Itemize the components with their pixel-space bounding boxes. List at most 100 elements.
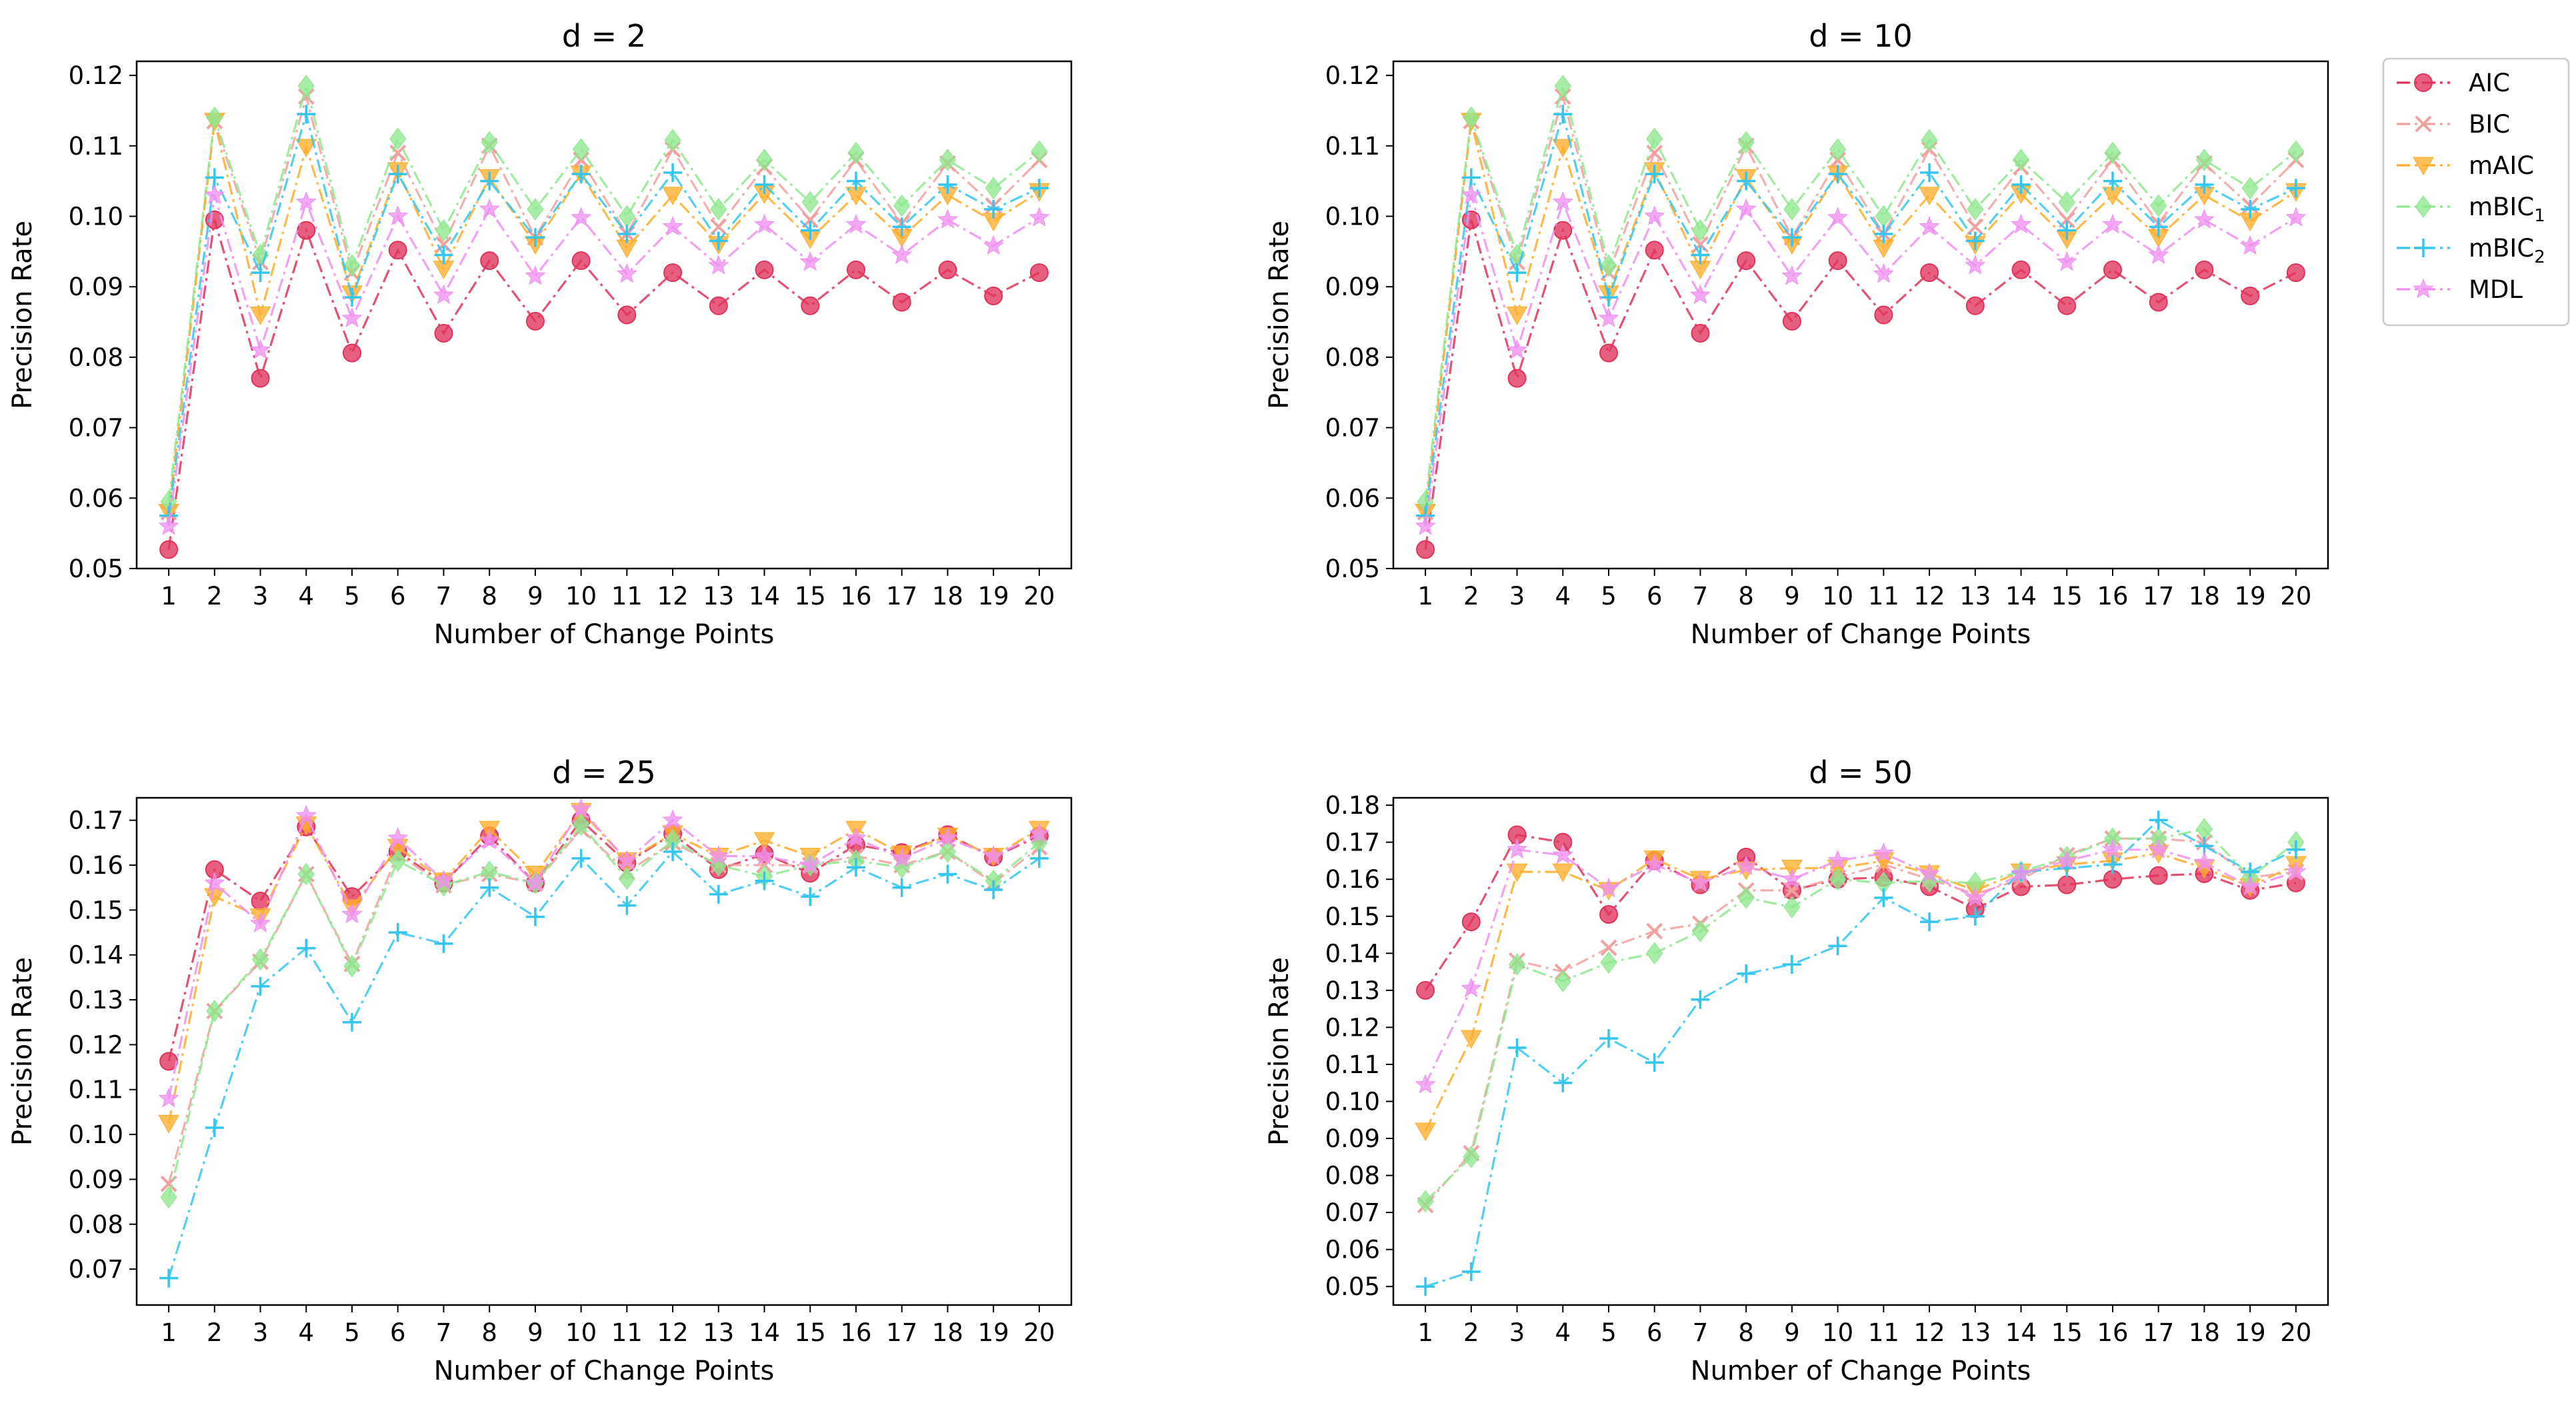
data-point-AIC: [1645, 241, 1664, 260]
data-point-mBIC2: [1874, 224, 1893, 243]
data-point-MDL: [1507, 838, 1528, 859]
data-point-mBIC2: [205, 168, 224, 187]
data-point-mBIC1: [1463, 1145, 1480, 1168]
y-tick-label: 0.12: [69, 61, 123, 90]
series-BIC: [1417, 830, 2305, 1214]
x-tick-label: 12: [657, 1318, 689, 1347]
data-point-mBIC2: [1874, 888, 1893, 907]
data-point-MDL: [708, 845, 729, 865]
data-point-mBIC2: [1599, 288, 1619, 307]
data-point-mBIC2: [2103, 854, 2122, 874]
data-point-AIC: [2011, 260, 2031, 279]
data-point-mBIC2: [663, 842, 683, 861]
x-tick-label: 19: [978, 582, 1009, 611]
series-mAIC: [1415, 113, 2307, 523]
x-tick-label: 2: [207, 582, 223, 611]
x-tick-label: 17: [2143, 582, 2174, 611]
y-tick-label: 0.06: [69, 484, 123, 513]
series-MDL: [158, 184, 1050, 535]
data-point-mBIC1: [573, 138, 590, 161]
legend-entry-MDL: MDL: [2397, 275, 2523, 304]
data-point-mBIC2: [480, 878, 499, 897]
data-point-mBIC1: [755, 149, 773, 171]
y-tick-label: 0.07: [1325, 1198, 1380, 1227]
data-point-mBIC1: [573, 813, 590, 836]
x-tick-label: 5: [1601, 582, 1617, 611]
data-point-AIC: [709, 296, 728, 315]
x-tick-label: 19: [2235, 582, 2266, 611]
data-point-MDL: [433, 284, 454, 305]
x-tick-label: 20: [1023, 582, 1055, 611]
y-tick-label: 0.11: [69, 132, 123, 161]
data-point-mBIC1: [1829, 868, 1847, 891]
series-MDL: [1415, 838, 2307, 1094]
x-tick-label: 18: [2189, 1318, 2220, 1347]
series-line-mAIC: [1424, 121, 2297, 513]
data-point-AIC: [1920, 263, 1939, 283]
data-point-mBIC2: [755, 175, 774, 194]
y-tick-label: 0.17: [1325, 828, 1380, 857]
y-tick-label: 0.10: [69, 203, 123, 231]
series-line-BIC: [1424, 837, 2297, 1206]
data-point-mBIC2: [388, 165, 407, 184]
series-line-mBIC1: [167, 81, 1040, 502]
data-point-mBIC2: [1828, 165, 1847, 184]
data-point-MDL: [479, 198, 500, 219]
x-tick-label: 6: [1647, 582, 1663, 611]
y-tick-label: 0.11: [1325, 1050, 1380, 1079]
legend-label: mBIC2: [2469, 234, 2545, 267]
data-point-mBIC2: [709, 231, 728, 251]
data-point-MDL: [1735, 198, 1757, 219]
x-tick-label: 11: [1868, 1318, 1899, 1347]
data-point-AIC: [2195, 260, 2214, 279]
x-tick-label: 12: [657, 582, 689, 611]
y-tick-label: 0.09: [1325, 1124, 1380, 1153]
x-tick-label: 15: [2051, 582, 2083, 611]
series-mBIC1: [1417, 75, 2305, 513]
data-point-AIC: [1029, 263, 1049, 283]
x-tick-label: 4: [299, 582, 315, 611]
y-tick-label: 0.15: [69, 896, 123, 924]
data-point-MDL: [1644, 853, 1665, 874]
data-point-mBIC2: [1645, 1053, 1664, 1072]
y-tick-label: 0.08: [69, 343, 123, 372]
data-point-MDL: [1598, 307, 1619, 328]
data-point-mBIC2: [343, 1012, 362, 1032]
x-tick-label: 4: [299, 1318, 315, 1347]
data-point-MDL: [754, 845, 775, 865]
y-tick-label: 0.05: [1325, 1272, 1380, 1301]
series-line-AIC: [167, 219, 1040, 550]
data-point-AIC: [343, 343, 362, 363]
data-point-mBIC2: [251, 263, 270, 283]
data-point-mBIC2: [1507, 1038, 1527, 1057]
y-axis-label: Precision Rate: [7, 957, 38, 1146]
data-point-mBIC2: [434, 934, 453, 953]
y-tick-label: 0.16: [69, 851, 123, 880]
data-point-MDL: [341, 903, 363, 924]
x-tick-label: 7: [436, 1318, 452, 1347]
data-point-mBIC2: [801, 221, 820, 240]
data-point-MDL: [1781, 868, 1803, 888]
x-tick-label: 12: [1914, 582, 1945, 611]
data-point-mBIC2: [892, 878, 911, 897]
data-point-MDL: [1919, 216, 1940, 236]
data-point-mBIC1: [206, 1000, 223, 1022]
legend-label-subscript: 2: [2534, 247, 2545, 267]
x-tick-label: 14: [749, 1318, 780, 1347]
data-point-MDL: [295, 191, 317, 211]
data-point-MDL: [1827, 207, 1849, 227]
x-tick-label: 6: [390, 1318, 406, 1347]
x-tick-label: 1: [161, 1318, 177, 1347]
data-point-MDL: [1598, 877, 1619, 898]
y-tick-label: 0.12: [1325, 61, 1380, 90]
legend-marker-mBIC1: [2415, 195, 2432, 218]
legend-label: mBIC1: [2469, 193, 2545, 226]
x-tick-label: 17: [2143, 1318, 2174, 1347]
series-line-mAIC: [1424, 852, 2297, 1132]
data-point-MDL: [158, 515, 179, 535]
data-point-MDL: [2193, 209, 2215, 229]
data-point-MDL: [1644, 205, 1665, 225]
x-tick-label: 20: [1023, 1318, 1055, 1347]
plot-frame: [1392, 60, 2329, 570]
